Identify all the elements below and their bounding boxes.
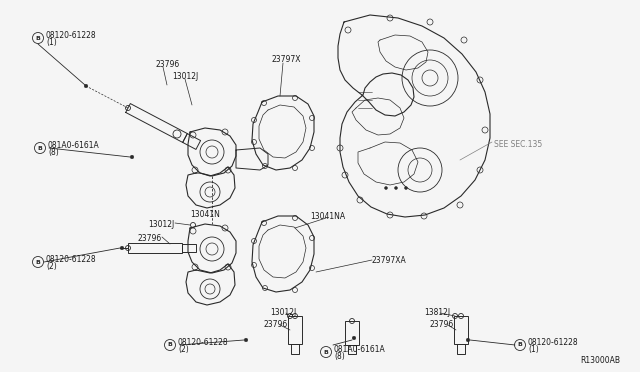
Circle shape [244,338,248,342]
Bar [348,345,356,354]
Text: 13041NA: 13041NA [310,212,345,221]
Text: 13812J: 13812J [424,308,450,317]
Text: (8): (8) [334,352,345,361]
Circle shape [466,338,470,342]
Text: SEE SEC.135: SEE SEC.135 [494,140,542,149]
Text: R13000AB: R13000AB [580,356,620,365]
Text: B: B [38,145,42,151]
Text: 23797X: 23797X [272,55,301,64]
Bar [454,316,468,344]
Text: 081A0-6161A: 081A0-6161A [48,141,100,150]
Text: 23796: 23796 [264,320,288,329]
Circle shape [394,186,397,189]
Bar [182,244,196,252]
Text: 13012J: 13012J [172,72,198,81]
Text: (2): (2) [178,345,189,354]
Text: 13012J: 13012J [270,308,296,317]
Text: 08120-61228: 08120-61228 [178,338,228,347]
Text: 08120-61228: 08120-61228 [46,255,97,264]
Bar [288,316,302,344]
Text: B: B [168,343,172,347]
Circle shape [130,155,134,159]
Text: 13041N: 13041N [190,210,220,219]
Text: (2): (2) [46,262,57,271]
Text: B: B [36,35,40,41]
Bar [291,344,299,354]
Circle shape [352,336,356,340]
Text: 23796: 23796 [430,320,454,329]
Circle shape [84,84,88,88]
Text: 08120-61228: 08120-61228 [46,31,97,40]
Text: (1): (1) [46,38,57,47]
Bar [457,344,465,354]
Text: 08120-61228: 08120-61228 [528,338,579,347]
Bar [345,321,359,345]
Text: 23797XA: 23797XA [372,256,407,265]
Text: B: B [518,343,522,347]
Bar [128,243,182,253]
Text: B: B [36,260,40,264]
Text: 23796: 23796 [155,60,179,69]
Text: 23796: 23796 [138,234,163,243]
Text: 081A0-6161A: 081A0-6161A [334,345,386,354]
Text: B: B [324,350,328,355]
Text: 13012J: 13012J [148,220,174,229]
Circle shape [404,186,408,189]
Text: (8): (8) [48,148,59,157]
Circle shape [385,186,387,189]
Text: (1): (1) [528,345,539,354]
Circle shape [120,246,124,250]
